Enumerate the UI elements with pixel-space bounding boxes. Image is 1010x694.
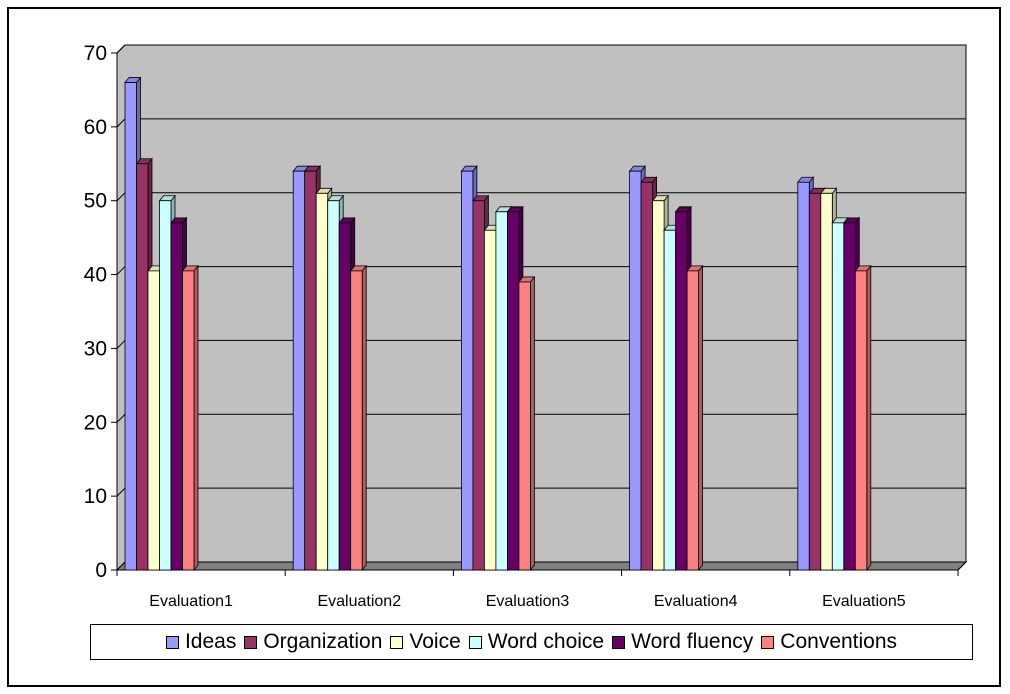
bar xyxy=(854,264,872,572)
bar-front xyxy=(495,211,508,571)
legend-label: Voice xyxy=(409,630,461,653)
y-tick-label: 20 xyxy=(84,411,107,434)
legend-swatch xyxy=(390,635,404,649)
bar-front xyxy=(136,163,149,571)
bar-front xyxy=(124,82,137,571)
y-tick-label: 0 xyxy=(95,559,107,582)
x-tick-label: Evaluation2 xyxy=(317,593,401,610)
bar-front xyxy=(350,270,363,571)
bar-front xyxy=(663,229,676,571)
bar xyxy=(349,264,368,572)
y-axis-top xyxy=(116,44,126,54)
bar-front xyxy=(338,222,352,571)
legend-item: Word choice xyxy=(468,630,605,654)
x-tick-label: Evaluation1 xyxy=(149,593,233,610)
bar-front xyxy=(292,170,306,571)
bar-front xyxy=(843,222,856,571)
bar-front xyxy=(675,211,688,571)
bar-front xyxy=(506,211,520,571)
legend-swatch xyxy=(761,635,775,649)
bar-front xyxy=(820,192,833,571)
bar-front xyxy=(460,170,474,571)
x-axis-end xyxy=(957,561,967,571)
bar-front xyxy=(652,200,665,571)
legend-label: Organization xyxy=(263,630,383,653)
legend-swatch xyxy=(468,635,482,649)
bar-front xyxy=(518,281,531,571)
bar-front xyxy=(640,181,653,571)
y-tick-label: 30 xyxy=(84,337,107,360)
bar-front xyxy=(304,170,317,571)
bar-side xyxy=(866,264,872,572)
x-tick-label: Evaluation4 xyxy=(654,593,738,610)
bar-front xyxy=(483,229,497,571)
y-tick-label: 70 xyxy=(84,42,107,65)
bar-front xyxy=(854,270,868,571)
bar-side xyxy=(361,264,367,572)
legend-item: Word fluency xyxy=(612,630,753,654)
bar-front xyxy=(327,200,340,571)
bar-front xyxy=(629,170,642,571)
bar-front xyxy=(182,270,195,571)
bar-front xyxy=(147,270,160,571)
legend-item: Organization xyxy=(244,630,382,654)
legend: Ideas Organization Voice Word choice Word fl… xyxy=(90,624,973,660)
y-tick-label: 60 xyxy=(84,116,107,139)
bar-front xyxy=(159,200,172,571)
x-tick-label: Evaluation3 xyxy=(486,593,570,610)
legend-swatch xyxy=(612,635,626,649)
legend-label: Ideas xyxy=(184,630,237,653)
legend-swatch xyxy=(244,635,258,649)
bar-side xyxy=(193,264,199,572)
legend-item: Conventions xyxy=(761,630,897,654)
bar-side xyxy=(698,264,703,572)
legend-label: Word choice xyxy=(487,630,605,653)
legend-label: Word fluency xyxy=(631,630,754,653)
bar-front xyxy=(472,200,485,571)
bar xyxy=(518,275,536,572)
bar-front xyxy=(831,222,845,571)
bar xyxy=(181,264,199,572)
bar-front xyxy=(808,192,822,571)
bar-front xyxy=(686,270,699,571)
y-tick-label: 40 xyxy=(84,264,107,287)
bar xyxy=(686,264,704,572)
legend-label: Conventions xyxy=(780,630,898,653)
legend-item: Ideas xyxy=(165,630,237,654)
bar-front xyxy=(797,181,810,571)
bar-front xyxy=(170,222,183,571)
bar-side xyxy=(530,275,535,572)
y-tick-label: 50 xyxy=(84,190,107,213)
bar-front xyxy=(315,192,329,571)
y-tick-label: 10 xyxy=(84,485,107,508)
x-tick-label: Evaluation5 xyxy=(822,593,906,610)
legend-item: Voice xyxy=(390,630,461,654)
legend-swatch xyxy=(165,635,179,649)
